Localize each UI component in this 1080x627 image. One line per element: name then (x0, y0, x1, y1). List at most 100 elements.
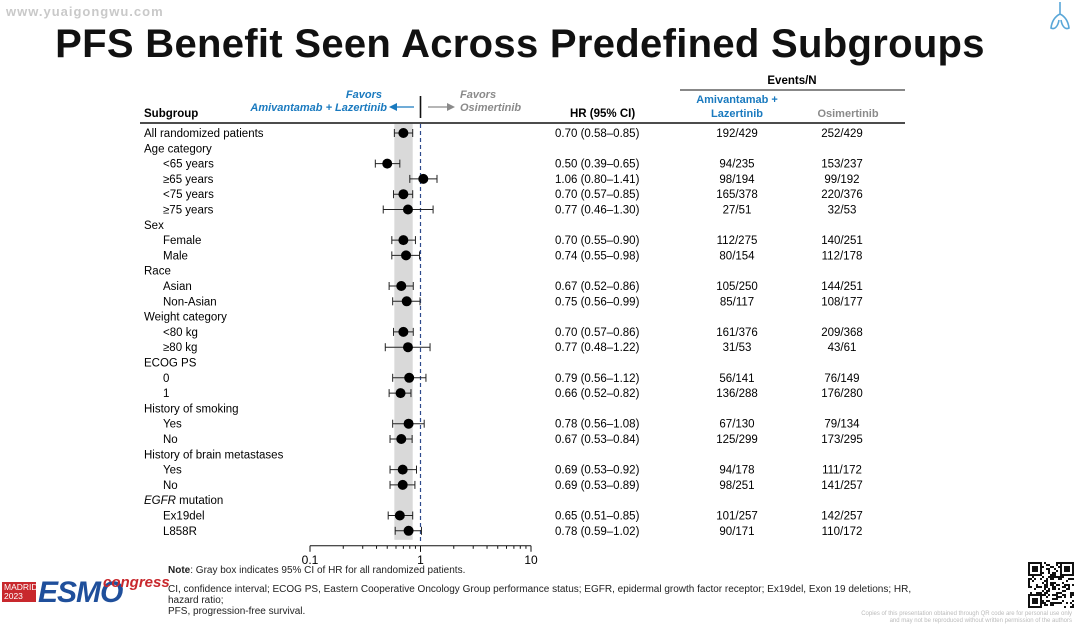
qr-module (1054, 588, 1056, 590)
qr-module (1052, 576, 1054, 578)
qr-module (1070, 594, 1072, 596)
qr-module (1034, 588, 1036, 590)
qr-module (1050, 602, 1052, 604)
qr-module (1052, 602, 1054, 604)
subgroup-label: <65 years (163, 159, 214, 171)
qr-module (1050, 576, 1052, 578)
qr-module (1072, 606, 1074, 608)
qr-module (1040, 586, 1042, 588)
qr-module (1056, 584, 1058, 586)
hr-column-header: HR (95% CI) (570, 108, 635, 120)
qr-module (1028, 578, 1030, 580)
qr-module (1054, 568, 1056, 570)
page-title: PFS Benefit Seen Across Predefined Subgr… (55, 22, 985, 66)
qr-finder-outer (1060, 562, 1074, 576)
qr-module (1054, 602, 1056, 604)
events-arm-a: 105/250 (716, 281, 758, 293)
events-arm-b: 111/172 (822, 465, 862, 477)
qr-module (1056, 562, 1058, 564)
subgroup-label: No (163, 434, 178, 446)
qr-module (1046, 600, 1048, 602)
events-arm-b: 140/251 (821, 235, 863, 247)
qr-module (1032, 576, 1034, 578)
qr-module (1058, 584, 1060, 586)
qr-module (1056, 570, 1058, 572)
qr-finder-outer (1028, 594, 1042, 608)
qr-module (1050, 574, 1052, 576)
qr-module (1058, 576, 1060, 578)
qr-module (1060, 576, 1062, 578)
qr-module (1054, 586, 1056, 588)
subgroup-category-label: Sex (144, 220, 164, 232)
qr-module (1028, 580, 1030, 582)
qr-module (1048, 564, 1050, 566)
events-arm-a: 27/51 (723, 205, 752, 217)
subgroup-label: ≥80 kg (163, 342, 197, 354)
hr-value: 0.74 (0.55–0.98) (555, 250, 640, 262)
favors-left-arrowhead (389, 103, 397, 111)
qr-module (1042, 582, 1044, 584)
qr-module (1028, 582, 1030, 584)
hr-point (398, 189, 409, 200)
events-arm-b: 99/192 (824, 174, 859, 186)
hr-point (402, 204, 413, 215)
x-tick-label: 1 (417, 553, 424, 567)
events-n-header: Events/N (767, 75, 816, 87)
qr-module (1050, 582, 1052, 584)
favors-right-arrowhead (447, 103, 455, 111)
qr-module (1068, 578, 1070, 580)
events-arm-a: 101/257 (716, 511, 758, 523)
note-label: Note (168, 565, 191, 576)
qr-module (1062, 586, 1064, 588)
subgroup-category-label: History of smoking (144, 403, 239, 415)
qr-module (1030, 592, 1032, 594)
qr-module (1052, 586, 1054, 588)
qr-module (1058, 566, 1060, 568)
events-arm-b: 142/257 (821, 511, 863, 523)
hr-value: 0.78 (0.59–1.02) (555, 526, 640, 538)
events-arm-b: 144/251 (821, 281, 863, 293)
qr-module (1056, 594, 1058, 596)
hr-value: 0.78 (0.56–1.08) (555, 419, 640, 431)
qr-module (1044, 562, 1046, 564)
qr-module (1028, 586, 1030, 588)
qr-module (1056, 602, 1058, 604)
qr-module (1048, 572, 1050, 574)
qr-module (1064, 590, 1066, 592)
qr-finder-outer (1028, 562, 1042, 576)
qr-module (1044, 602, 1046, 604)
qr-finder-inner (1064, 566, 1070, 572)
qr-code-icon[interactable] (1028, 562, 1074, 608)
qr-module (1048, 568, 1050, 570)
events-arm-a: 85/117 (720, 296, 754, 308)
hr-value: 0.70 (0.57–0.85) (555, 189, 640, 201)
qr-module (1030, 578, 1032, 580)
qr-module (1060, 602, 1062, 604)
qr-module (1048, 570, 1050, 572)
events-arm-a: 165/378 (716, 189, 758, 201)
hr-point (397, 479, 408, 490)
qr-module (1030, 586, 1032, 588)
events-arm-a: 94/178 (719, 465, 754, 477)
qr-module (1044, 586, 1046, 588)
subgroup-label: <75 years (163, 189, 214, 201)
qr-module (1066, 580, 1068, 582)
qr-module (1046, 568, 1048, 570)
qr-module (1052, 594, 1054, 596)
qr-module (1052, 566, 1054, 568)
qr-module (1056, 598, 1058, 600)
hr-point (404, 372, 415, 383)
hr-value: 0.50 (0.39–0.65) (555, 159, 640, 171)
qr-module (1056, 596, 1058, 598)
qr-module (1036, 586, 1038, 588)
subgroup-category-label: Race (144, 266, 171, 278)
subgroup-category-label: Weight category (144, 312, 227, 324)
subgroup-label: Asian (163, 281, 192, 293)
qr-module (1052, 582, 1054, 584)
subgroup-category-label: ECOG PS (144, 358, 197, 370)
hr-point (382, 158, 393, 169)
hr-value: 0.70 (0.55–0.90) (555, 235, 640, 247)
qr-finder-inner (1032, 566, 1038, 572)
qr-module (1046, 578, 1048, 580)
qr-module (1042, 600, 1044, 602)
